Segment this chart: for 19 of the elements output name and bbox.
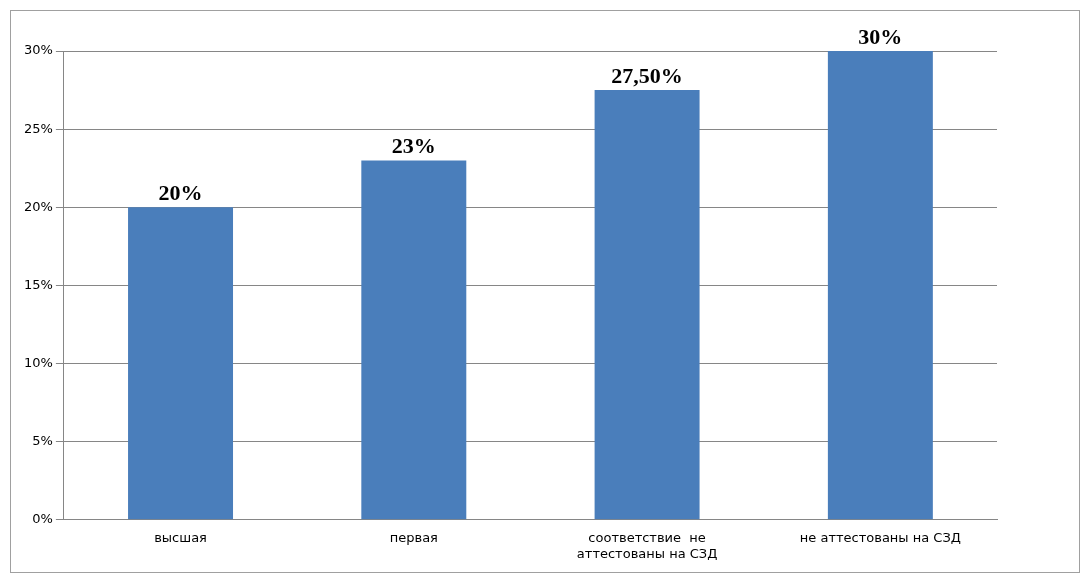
bar — [827, 51, 933, 520]
data-label: 23% — [391, 133, 436, 159]
x-tick-label: не аттестованы на СЗД — [799, 529, 961, 545]
data-label: 27,50% — [611, 62, 683, 88]
bar — [594, 90, 700, 520]
x-tick-label: высшая — [154, 529, 207, 545]
x-tick-label: первая — [389, 529, 438, 545]
y-tick-label: 25% — [23, 120, 53, 136]
bar — [128, 207, 234, 520]
y-tick-label: 15% — [23, 276, 53, 292]
y-tick-label: 0% — [32, 511, 53, 527]
y-tick-label: 20% — [23, 198, 53, 214]
data-label: 30% — [858, 23, 903, 49]
y-tick-label: 10% — [23, 354, 53, 370]
x-tick-label: соответствие не аттестованы на СЗД — [576, 529, 718, 561]
bar — [361, 160, 467, 520]
data-label: 20% — [158, 179, 203, 205]
y-tick-label: 30% — [23, 42, 53, 58]
y-tick-label: 5% — [32, 433, 53, 449]
